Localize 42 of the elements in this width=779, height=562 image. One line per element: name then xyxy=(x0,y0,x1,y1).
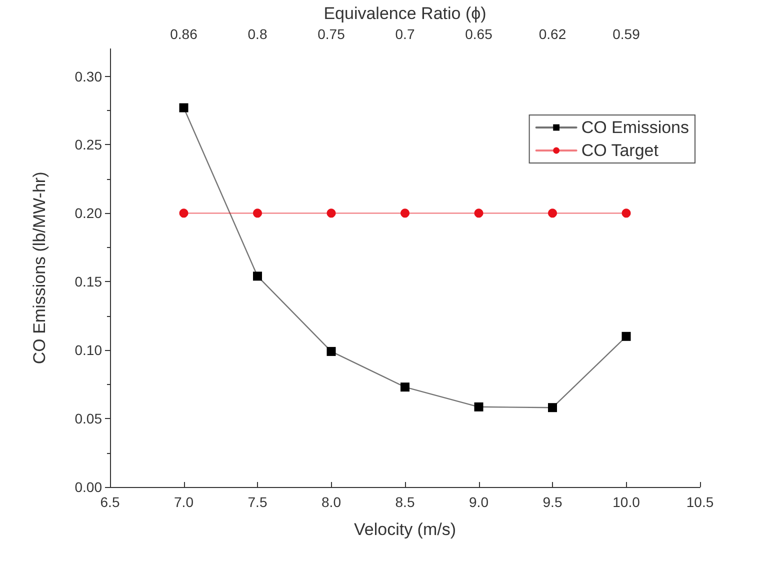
point xyxy=(253,272,262,281)
y-axis-title: CO Emissions (lb/MW-hr) xyxy=(30,172,49,364)
x-axis-title: Velocity (m/s) xyxy=(354,520,456,539)
x-tick-label: 9.5 xyxy=(542,494,562,510)
x2-axis-title: Equivalence Ratio (ϕ) xyxy=(324,4,486,23)
text: 0.8 xyxy=(248,26,268,42)
legend-label: CO Emissions xyxy=(581,118,689,137)
x-tick-label: 9.0 xyxy=(469,494,489,510)
x-tick-label: 8.0 xyxy=(322,494,342,510)
y-tick-label: 0.05 xyxy=(74,410,102,427)
x-tick-label: 7.0 xyxy=(174,494,194,510)
x-tick-label: 10.0 xyxy=(612,494,640,510)
point xyxy=(179,208,188,218)
point xyxy=(474,208,484,218)
x-tick-label: 8.5 xyxy=(395,494,415,510)
x-tick-label: 7.5 xyxy=(248,494,268,510)
point xyxy=(622,208,631,218)
point xyxy=(474,402,484,412)
x-tick-label: 10.5 xyxy=(686,494,714,510)
y-tick-label: 0.30 xyxy=(74,68,102,84)
point xyxy=(548,208,557,218)
point xyxy=(326,208,336,218)
x-tick-label: 6.5 xyxy=(100,494,120,510)
point xyxy=(400,208,410,218)
y-tick-label: 0.15 xyxy=(74,274,102,290)
legend-label: CO Target xyxy=(581,141,659,160)
point xyxy=(400,382,410,392)
y-tick-label: 0.10 xyxy=(74,342,102,358)
y-tick-label: 0.20 xyxy=(74,205,102,222)
point xyxy=(326,346,336,356)
point xyxy=(253,208,262,218)
text: 0.86 xyxy=(170,26,198,42)
text: 0.7 xyxy=(395,26,415,42)
point xyxy=(179,103,188,112)
point xyxy=(548,403,557,412)
text: 0.59 xyxy=(612,26,640,42)
text: 0.65 xyxy=(465,26,493,42)
text: 0.75 xyxy=(318,26,346,42)
point xyxy=(622,332,631,341)
text: 0.62 xyxy=(538,26,566,42)
y-tick-label: 0.00 xyxy=(74,479,102,495)
y-tick-label: 0.25 xyxy=(74,136,102,153)
